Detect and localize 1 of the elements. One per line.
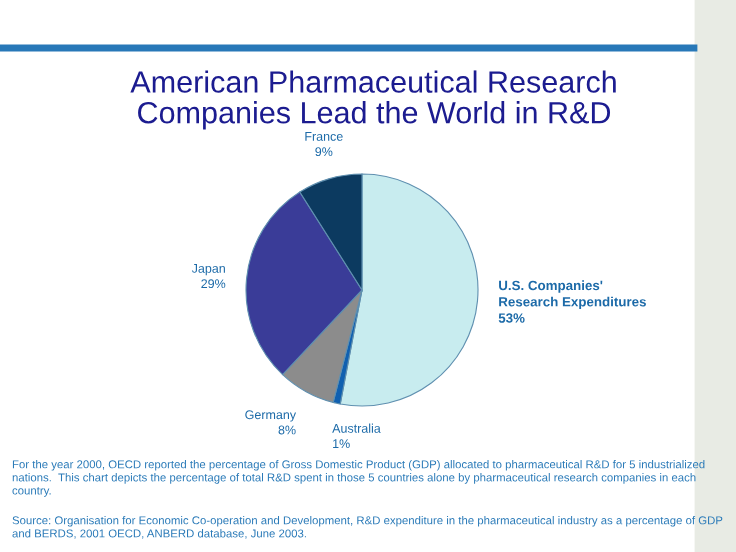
chart-title: American Pharmaceutical Research Companies Lead the World in R&D [130,70,616,130]
